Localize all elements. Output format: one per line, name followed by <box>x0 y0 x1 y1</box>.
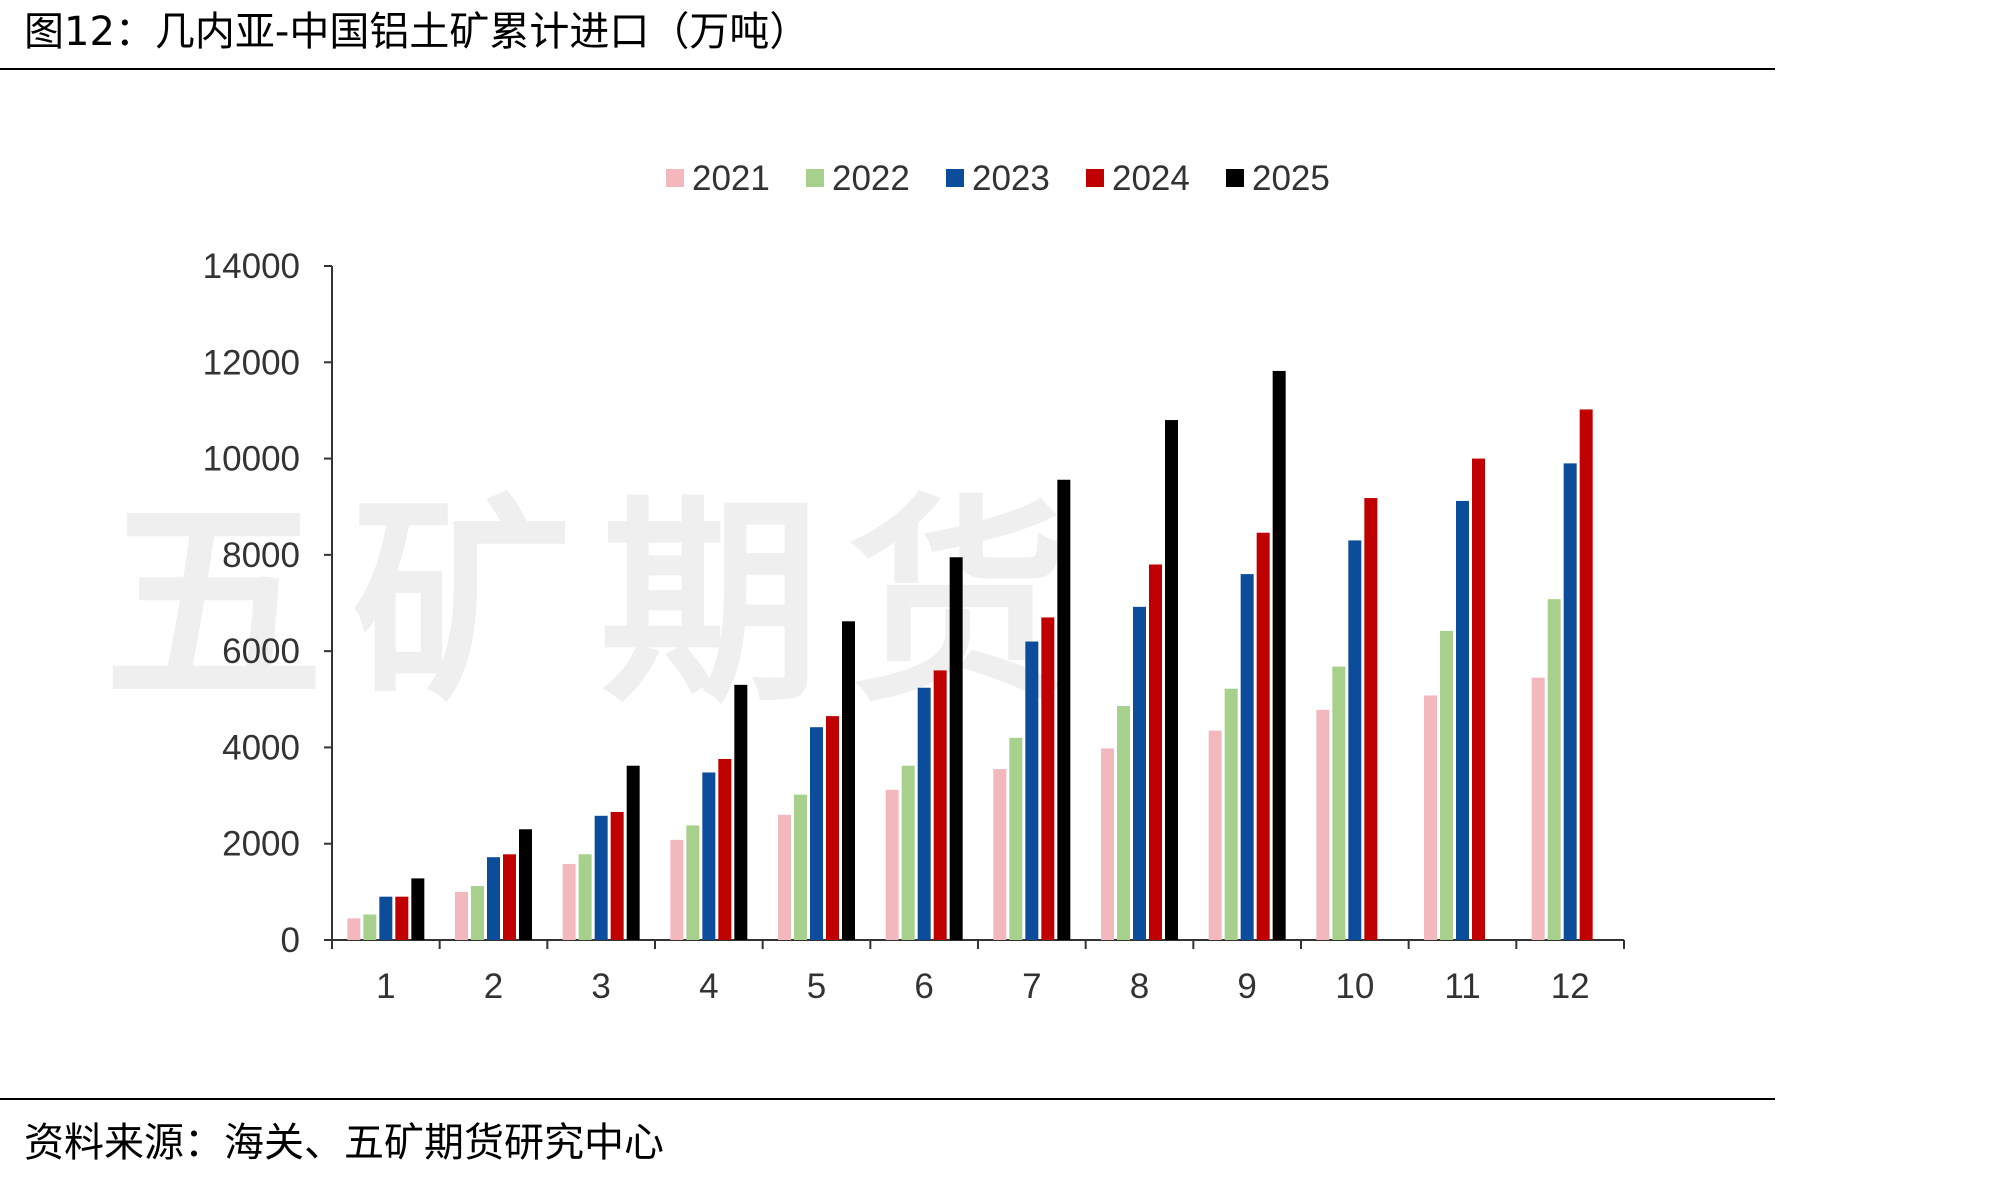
bar-2021-5 <box>778 814 791 940</box>
x-tick-label: 10 <box>1335 967 1374 1006</box>
legend: 2021 2022 2023 2024 2025 <box>666 159 1330 198</box>
bar-2021-7 <box>993 769 1007 940</box>
y-tick-label: 14000 <box>203 247 300 286</box>
bar-2023-4 <box>702 772 716 940</box>
bar-2024-3 <box>610 811 624 940</box>
x-axis: 1 2 3 4 5 6 7 8 9 10 11 12 <box>331 939 1625 1006</box>
x-tick-label: 7 <box>1022 967 1041 1006</box>
bar-2023-8 <box>1133 606 1146 940</box>
bar-2025-2 <box>519 829 532 940</box>
x-tick-label: 8 <box>1130 967 1149 1006</box>
bar-2023-9 <box>1240 574 1254 940</box>
bar-2023-12 <box>1563 463 1577 940</box>
bar-2021-8 <box>1101 748 1114 940</box>
bar-2025-9 <box>1272 370 1286 940</box>
x-tick-label: 4 <box>699 967 718 1006</box>
bar-2024-1 <box>395 896 409 940</box>
legend-swatch-2025 <box>1226 169 1244 187</box>
bar-2024-5 <box>826 716 839 940</box>
bar-2023-5 <box>810 727 823 940</box>
bar-2024-2 <box>503 854 516 940</box>
x-tick-label: 12 <box>1551 967 1590 1006</box>
bar-2022-11 <box>1440 630 1453 940</box>
bar-2024-10 <box>1364 498 1378 940</box>
bar-2025-1 <box>411 878 425 940</box>
bar-2025-4 <box>734 684 748 940</box>
bar-2022-8 <box>1117 706 1130 940</box>
bar-2021-9 <box>1208 730 1222 940</box>
title-divider <box>0 68 1775 70</box>
bar-2022-1 <box>363 914 377 940</box>
bar-2023-2 <box>487 857 500 940</box>
y-tick-label: 4000 <box>222 728 300 767</box>
bar-2022-5 <box>794 794 807 940</box>
bar-2025-8 <box>1165 420 1178 940</box>
y-tick-label: 2000 <box>222 825 300 864</box>
bar-2024-9 <box>1256 532 1270 940</box>
bar-2025-3 <box>626 765 640 940</box>
bar-2023-1 <box>379 896 393 940</box>
bar-2023-3 <box>594 815 608 940</box>
y-tick-label: 12000 <box>203 343 300 382</box>
legend-label-2023: 2023 <box>972 159 1050 198</box>
bar-2022-9 <box>1224 688 1238 940</box>
x-tick-label: 2 <box>484 967 503 1006</box>
bar-2025-5 <box>842 621 855 940</box>
legend-swatch-2024 <box>1086 169 1104 187</box>
bar-2025-6 <box>949 557 963 940</box>
bar-2021-6 <box>885 789 899 940</box>
watermark: 五矿期货 <box>104 476 1096 732</box>
bar-2023-11 <box>1456 500 1469 940</box>
legend-swatch-2023 <box>946 169 964 187</box>
y-tick-label: 0 <box>281 921 300 960</box>
bar-2022-2 <box>471 886 484 940</box>
legend-label-2022: 2022 <box>832 159 910 198</box>
bar-2024-4 <box>718 758 732 940</box>
x-tick-label: 1 <box>376 967 395 1006</box>
bar-2024-12 <box>1579 409 1593 941</box>
y-tick-label: 10000 <box>203 440 300 479</box>
bars <box>347 370 1593 941</box>
y-axis: 0 2000 4000 6000 8000 10000 12000 14000 <box>203 247 333 960</box>
y-tick-label: 8000 <box>222 536 300 575</box>
bar-2021-11 <box>1424 695 1437 940</box>
bar-2022-7 <box>1009 737 1023 940</box>
bar-chart: 五矿期货 2021 2022 2023 2024 2025 0 2000 4000 6000 8… <box>104 159 1625 1006</box>
bar-2024-7 <box>1041 617 1055 940</box>
bar-2021-12 <box>1531 677 1545 940</box>
legend-swatch-2022 <box>806 169 824 187</box>
x-tick-label: 11 <box>1444 967 1480 1006</box>
x-tick-label: 3 <box>591 967 610 1006</box>
bar-2021-3 <box>562 863 576 940</box>
bar-2021-10 <box>1316 709 1330 940</box>
bar-2023-7 <box>1025 641 1039 940</box>
source-note: 资料来源：海关、五矿期货研究中心 <box>24 1120 664 1166</box>
bar-2022-4 <box>686 825 700 940</box>
bar-2024-8 <box>1149 564 1162 940</box>
bar-2021-4 <box>670 839 684 940</box>
bar-2022-10 <box>1332 666 1346 940</box>
bar-2023-6 <box>917 687 931 940</box>
bar-2022-6 <box>901 765 915 940</box>
bar-2025-7 <box>1057 479 1071 940</box>
bar-2024-11 <box>1472 458 1485 940</box>
bar-2022-3 <box>578 854 592 940</box>
legend-label-2024: 2024 <box>1112 159 1190 198</box>
x-tick-label: 5 <box>807 967 826 1006</box>
x-tick-label: 6 <box>914 967 933 1006</box>
x-tick-label: 9 <box>1237 967 1256 1006</box>
source-divider <box>0 1098 1775 1100</box>
bar-2023-10 <box>1348 540 1362 940</box>
legend-label-2025: 2025 <box>1252 159 1330 198</box>
bar-2024-6 <box>933 670 947 940</box>
legend-label-2021: 2021 <box>692 159 770 198</box>
y-tick-label: 6000 <box>222 632 300 671</box>
bar-2021-2 <box>455 891 468 940</box>
bar-2021-1 <box>347 918 361 940</box>
bar-2022-12 <box>1547 599 1561 940</box>
figure-title: 图12：几内亚-中国铝土矿累计进口（万吨） <box>24 9 810 55</box>
legend-swatch-2021 <box>666 169 684 187</box>
